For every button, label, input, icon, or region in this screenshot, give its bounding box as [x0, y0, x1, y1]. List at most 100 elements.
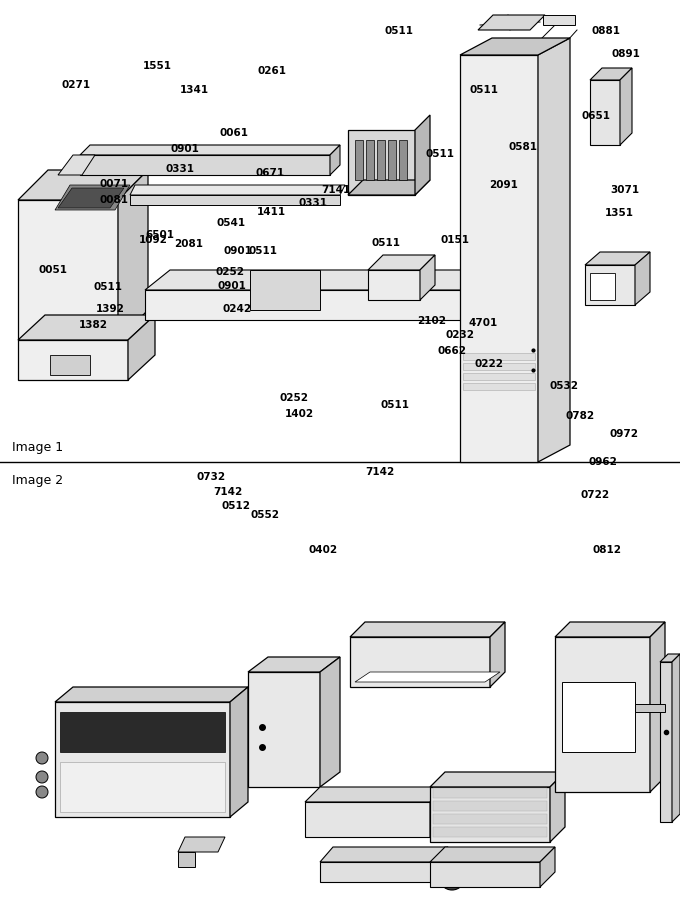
- Text: 0242: 0242: [222, 304, 252, 315]
- Text: 1551: 1551: [143, 61, 172, 72]
- Polygon shape: [350, 622, 505, 637]
- Text: 0552: 0552: [250, 509, 279, 520]
- Polygon shape: [463, 353, 535, 360]
- Polygon shape: [415, 115, 430, 195]
- Text: 0511: 0511: [94, 283, 123, 292]
- Polygon shape: [55, 185, 130, 210]
- Polygon shape: [463, 383, 535, 390]
- Polygon shape: [320, 862, 435, 882]
- Polygon shape: [620, 68, 632, 145]
- Text: 0081: 0081: [100, 196, 129, 205]
- Text: 1411: 1411: [257, 206, 286, 216]
- Text: 4701: 4701: [469, 318, 498, 327]
- Polygon shape: [433, 827, 547, 837]
- Polygon shape: [388, 140, 396, 180]
- Text: 2102: 2102: [417, 316, 446, 327]
- Polygon shape: [248, 672, 320, 787]
- Polygon shape: [60, 762, 225, 812]
- Text: 7142: 7142: [365, 466, 394, 477]
- Polygon shape: [650, 622, 665, 792]
- Text: 0532: 0532: [549, 380, 579, 391]
- Polygon shape: [18, 200, 118, 340]
- Text: 3071: 3071: [611, 185, 640, 195]
- Polygon shape: [80, 145, 340, 155]
- Polygon shape: [635, 704, 665, 712]
- Polygon shape: [377, 140, 385, 180]
- Text: 0512: 0512: [222, 501, 251, 511]
- Text: 0901: 0901: [223, 247, 252, 257]
- Circle shape: [36, 771, 48, 783]
- Polygon shape: [118, 170, 148, 340]
- Text: 0261: 0261: [257, 66, 286, 76]
- Polygon shape: [660, 662, 672, 822]
- Polygon shape: [55, 702, 230, 817]
- Text: 1341: 1341: [180, 85, 209, 95]
- Polygon shape: [366, 140, 374, 180]
- Polygon shape: [433, 814, 547, 824]
- Polygon shape: [460, 38, 570, 55]
- Polygon shape: [128, 315, 155, 380]
- Polygon shape: [145, 270, 510, 290]
- Text: 0581: 0581: [509, 142, 538, 152]
- Text: 0071: 0071: [100, 179, 129, 189]
- Polygon shape: [58, 188, 124, 208]
- Polygon shape: [590, 273, 615, 300]
- Text: 0901: 0901: [218, 282, 246, 292]
- Polygon shape: [478, 15, 545, 30]
- Polygon shape: [550, 772, 565, 842]
- Text: 0232: 0232: [445, 330, 475, 341]
- Polygon shape: [50, 355, 90, 375]
- Text: 0511: 0511: [469, 85, 498, 95]
- Polygon shape: [660, 654, 680, 662]
- Polygon shape: [350, 637, 490, 687]
- Polygon shape: [130, 195, 340, 205]
- Text: 0972: 0972: [609, 429, 639, 440]
- Polygon shape: [463, 363, 535, 370]
- Polygon shape: [145, 290, 485, 320]
- Polygon shape: [250, 270, 320, 310]
- Polygon shape: [305, 787, 445, 802]
- Polygon shape: [430, 847, 555, 862]
- Text: Image 1: Image 1: [12, 441, 63, 454]
- Text: 0662: 0662: [437, 345, 466, 356]
- Polygon shape: [433, 788, 547, 798]
- Polygon shape: [555, 622, 665, 637]
- Polygon shape: [368, 255, 435, 270]
- Polygon shape: [248, 657, 340, 672]
- Text: 7141: 7141: [321, 185, 350, 195]
- Text: 0402: 0402: [309, 544, 338, 555]
- Circle shape: [36, 786, 48, 798]
- Polygon shape: [430, 787, 445, 837]
- Polygon shape: [585, 252, 650, 265]
- Text: 1392: 1392: [96, 304, 124, 315]
- Text: 0671: 0671: [256, 168, 285, 178]
- Text: 0782: 0782: [565, 411, 594, 422]
- Circle shape: [446, 871, 458, 883]
- Circle shape: [36, 752, 48, 764]
- Polygon shape: [305, 802, 430, 837]
- Polygon shape: [330, 145, 340, 175]
- Text: 0651: 0651: [581, 110, 611, 121]
- Polygon shape: [420, 255, 435, 300]
- Polygon shape: [460, 55, 538, 462]
- Polygon shape: [430, 787, 550, 842]
- Text: 1382: 1382: [79, 319, 108, 330]
- Polygon shape: [590, 68, 632, 80]
- Polygon shape: [430, 862, 540, 887]
- Polygon shape: [435, 847, 448, 882]
- Polygon shape: [540, 847, 555, 887]
- Polygon shape: [355, 672, 500, 682]
- Polygon shape: [348, 180, 430, 195]
- Polygon shape: [490, 622, 505, 687]
- Polygon shape: [130, 185, 345, 195]
- Text: 0252: 0252: [279, 393, 309, 404]
- Text: 0061: 0061: [220, 127, 249, 138]
- Polygon shape: [60, 712, 225, 752]
- Text: 2091: 2091: [490, 180, 518, 190]
- Text: 0511: 0511: [384, 26, 413, 36]
- Polygon shape: [555, 637, 650, 792]
- Polygon shape: [585, 265, 635, 305]
- Polygon shape: [230, 687, 248, 817]
- Polygon shape: [348, 130, 415, 195]
- Text: 2081: 2081: [174, 239, 203, 248]
